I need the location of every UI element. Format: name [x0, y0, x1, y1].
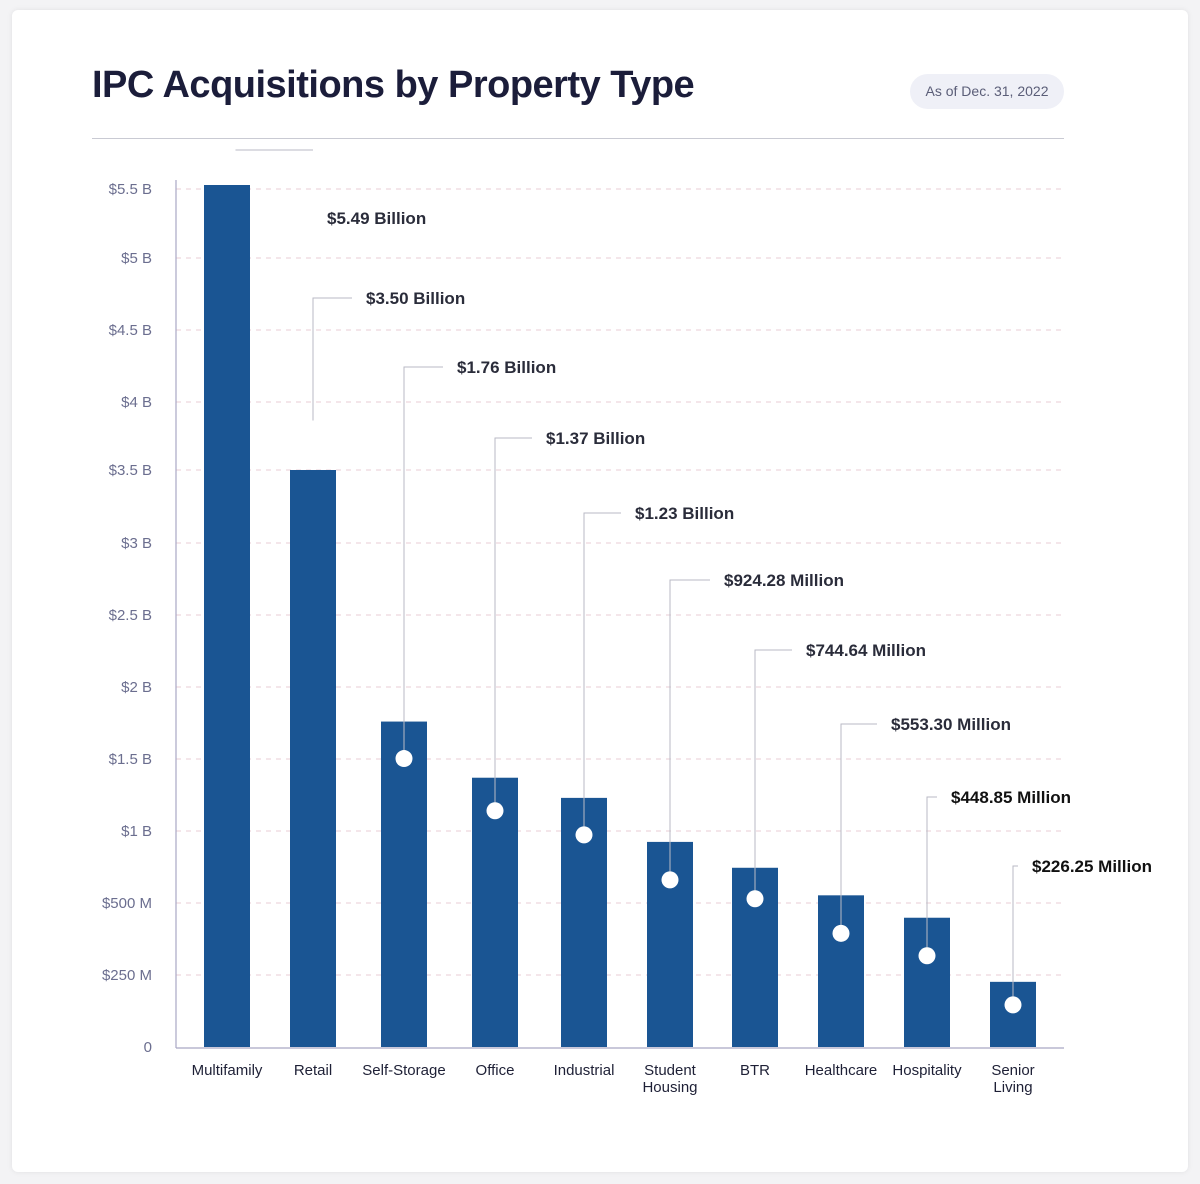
y-tick-label: $2 B	[121, 679, 152, 696]
y-tick-label: $5.5 B	[109, 181, 152, 198]
data-label: $1.76 Billion	[457, 358, 556, 377]
leader-line	[840, 723, 877, 934]
leader-line	[583, 512, 621, 835]
leader-line	[926, 796, 937, 956]
bar	[204, 185, 250, 1047]
data-marker	[575, 826, 593, 844]
data-marker	[661, 871, 679, 889]
data-marker	[218, 141, 236, 159]
x-category-label: Senior Living	[991, 1062, 1034, 1096]
y-tick-label: $2.5 B	[109, 607, 152, 624]
data-label: $3.50 Billion	[366, 289, 465, 308]
y-tick-label: $3.5 B	[109, 462, 152, 479]
data-marker	[1004, 996, 1022, 1014]
y-tick-label: $3 B	[121, 535, 152, 552]
bar	[381, 721, 427, 1047]
x-category-label: Multifamily	[192, 1062, 263, 1079]
leader-line	[754, 649, 792, 899]
data-marker	[304, 420, 322, 438]
as-of-badge: As of Dec. 31, 2022	[910, 74, 1064, 109]
page-title: IPC Acquisitions by Property Type	[92, 64, 695, 106]
y-tick-label: $4 B	[121, 394, 152, 411]
data-label: $744.64 Million	[806, 641, 926, 660]
leader-line	[312, 297, 352, 429]
data-label: $226.25 Million	[1032, 857, 1152, 876]
data-label: $1.23 Billion	[635, 504, 734, 523]
data-label: $448.85 Million	[951, 788, 1071, 807]
data-marker	[918, 947, 936, 965]
bar	[472, 777, 518, 1047]
data-marker	[832, 924, 850, 942]
data-label: $1.37 Billion	[546, 429, 645, 448]
x-category-label: Industrial	[554, 1062, 615, 1079]
x-category-label: Healthcare	[805, 1062, 878, 1079]
leader-line	[669, 579, 710, 880]
leader-line	[1012, 865, 1018, 1005]
data-marker	[395, 750, 413, 768]
x-category-label: BTR	[740, 1062, 770, 1079]
data-marker	[746, 890, 764, 908]
bar	[290, 470, 336, 1047]
leader-line	[494, 437, 532, 811]
x-category-label: Student Housing	[642, 1062, 697, 1096]
leader-line	[403, 366, 443, 759]
y-tick-label: $5 B	[121, 250, 152, 267]
data-label: $5.49 Billion	[327, 209, 426, 228]
y-tick-label: $1.5 B	[109, 751, 152, 768]
data-label: $924.28 Million	[724, 571, 844, 590]
x-category-label: Hospitality	[892, 1062, 962, 1079]
x-category-label: Self-Storage	[362, 1062, 445, 1079]
x-category-label: Retail	[294, 1062, 332, 1079]
y-tick-label: $250 M	[102, 967, 152, 984]
y-tick-label: $1 B	[121, 823, 152, 840]
y-tick-label: $500 M	[102, 895, 152, 912]
y-tick-label: 0	[144, 1039, 152, 1056]
x-category-label: Office	[476, 1062, 515, 1079]
y-tick-label: $4.5 B	[109, 322, 152, 339]
title-divider	[92, 138, 1064, 139]
data-marker	[486, 802, 504, 820]
data-label: $553.30 Million	[891, 715, 1011, 734]
